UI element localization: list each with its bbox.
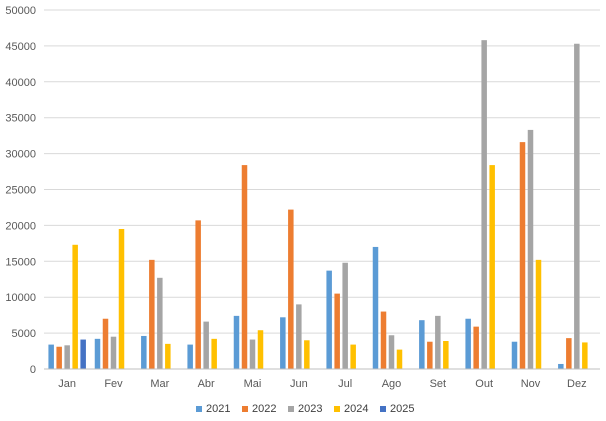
bar-2022-Jul [334,293,340,369]
bar-2024-Fev [118,228,125,369]
bar-2023-Out [481,40,487,369]
bar-2021-Mar [141,335,147,369]
x-tick-label: Nov [521,378,541,390]
bar-2022-Fev [102,318,109,369]
legend-label: 2024 [344,403,368,415]
y-tick-label: 40000 [5,77,36,89]
bar-2021-Jun [280,317,286,369]
bar-2022-Mar [149,259,155,369]
x-tick-label: Mai [244,378,262,390]
x-tick-label: Jul [338,378,352,390]
bar-2022-Dez [566,338,572,369]
bar-2022-Abr [195,220,201,369]
y-tick-label: 30000 [5,149,36,161]
x-tick-label: Out [475,378,493,390]
y-tick-label: 25000 [5,185,36,197]
bar-2024-Mar [165,343,171,369]
bar-2024-Ago [396,349,403,369]
x-tick-label: Set [430,378,447,390]
legend-label: 2025 [390,403,414,415]
bar-2023-Dez [574,43,580,369]
bar-2022-Nov [519,142,526,369]
bar-2022-Jun [288,209,294,369]
y-tick-label: 50000 [5,5,36,17]
bar-2025-Jan [80,339,86,369]
x-tick-label: Mar [150,378,169,390]
x-tick-label: Fev [104,378,123,390]
x-tick-label: Dez [567,378,587,390]
gridlines [44,9,600,334]
legend-swatch-2021 [196,406,202,412]
bar-2023-Jul [342,262,348,369]
bar-2022-Set [427,341,433,369]
bar-2021-Jan [48,344,54,369]
bar-2024-Abr [211,338,217,369]
bar-2021-Ago [372,246,379,369]
bar-2023-Nov [527,129,534,369]
bar-2023-Fev [110,336,117,369]
bar-2023-Set [435,315,441,369]
y-axis-ticks: 0 5000 10000 15000 20000 25000 30000 35000 40000… [5,5,36,376]
bar-2021-Fev [94,338,101,369]
bar-2022-Ago [380,311,387,369]
bar-2022-Mai [241,165,248,369]
bar-2021-Set [419,320,425,369]
x-tick-label: Jun [290,378,308,390]
bar-2021-Mai [233,315,240,369]
bar-2022-Out [473,326,479,369]
bar-2021-Dez [558,363,564,369]
legend-swatch-2025 [380,406,386,412]
bars [48,40,588,369]
bar-2024-Mai [257,330,264,369]
bar-2024-Dez [582,342,588,369]
bar-2024-Set [443,341,449,369]
y-tick-label: 35000 [5,113,36,125]
x-tick-label: Ago [382,378,402,390]
legend-label: 2022 [252,403,276,415]
bar-2023-Abr [203,321,209,369]
bar-2023-Ago [388,335,395,369]
bar-2024-Out [489,165,495,369]
bar-2024-Jan [72,244,78,369]
legend-label: 2021 [206,403,230,415]
bar-2021-Abr [187,344,193,369]
bar-2023-Mar [157,277,163,369]
y-tick-label: 10000 [5,292,36,304]
y-tick-label: 15000 [5,256,36,268]
bar-2022-Jan [56,346,62,369]
legend-swatch-2022 [242,406,248,412]
legend: 2021 2022 2023 2024 2025 [196,403,414,415]
legend-swatch-2023 [288,406,294,412]
y-tick-label: 45000 [5,41,36,53]
x-axis-ticks: Jan Fev Mar Abr Mai Jun Jul Ago Set Out Nov Dez [58,378,586,390]
bar-2021-Jul [326,270,332,369]
y-tick-label: 0 [30,364,36,376]
bar-2021-Out [465,318,471,369]
bar-2024-Jul [350,344,356,369]
bar-2023-Mai [249,339,256,369]
bar-2021-Nov [511,341,518,369]
bar-2024-Jun [304,340,310,369]
legend-label: 2023 [298,403,322,415]
x-tick-label: Abr [198,378,215,390]
y-tick-label: 20000 [5,220,36,232]
legend-swatch-2024 [334,406,340,412]
x-tick-label: Jan [58,378,76,390]
bar-2023-Jun [296,304,302,369]
bar-2024-Nov [535,259,542,369]
y-tick-label: 5000 [12,328,36,340]
bar-2023-Jan [64,345,70,369]
